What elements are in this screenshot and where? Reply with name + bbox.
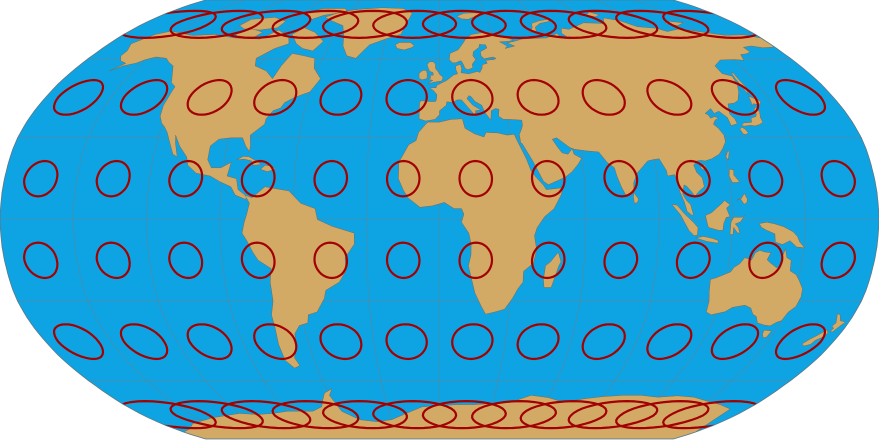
tissot-ellipse [271,9,360,40]
land-masses [108,7,846,439]
land-java [695,236,719,244]
tissot-ellipse [516,78,560,116]
land-philippines-mindanao [736,193,748,205]
land-taiwan [725,150,730,161]
tissot-ellipse [519,9,608,40]
tissot-ellipse [603,159,639,198]
tissot-ellipse [567,9,659,40]
land-sulawesi [729,215,745,235]
tissot-ellipse [186,323,233,361]
tissot-ellipse [519,399,608,430]
tissot-ellipse [313,241,349,280]
land-sumatra [671,204,699,236]
tissot-ellipse [530,241,566,280]
land-japan-main [741,106,764,127]
tissot-ellipse [53,323,105,361]
tissot-ellipse [471,399,558,430]
tissot-ellipse [119,323,169,361]
tissot-ellipse [516,323,560,361]
tissot-ellipse [421,9,507,40]
tissot-ellipse [662,399,762,430]
tissot-ellipse [662,9,762,40]
land-iceland [394,42,415,51]
tissot-ellipse [95,241,131,280]
tissot-ellipse [253,323,298,361]
tissot-ellipse [53,78,105,116]
tissot-ellipse [646,78,693,116]
tissot-ellipse [186,78,233,116]
tissot-ellipse [372,399,458,430]
tissot-ellipse [240,241,276,280]
tissot-ellipse [458,159,494,198]
tissot-ellipse [774,78,826,116]
land-eurasia [418,17,774,216]
tissot-ellipse [581,78,626,116]
land-philippines-luzon [728,168,740,183]
tissot-ellipse [471,9,558,40]
tissot-ellipse [530,159,566,198]
land-south-america [241,186,355,369]
tissot-ellipse [321,9,408,40]
tissot-ellipse [748,159,784,198]
tissot-ellipse [271,399,360,430]
land-new-zealand-north [829,313,846,333]
tissot-ellipse [675,159,711,198]
land-sri-lanka [633,192,639,204]
tissot-ellipse [119,78,169,116]
land-borneo [705,200,731,231]
tissot-ellipse [710,323,760,361]
tissot-ellipse [385,323,428,361]
land-great-britain [426,61,444,85]
tissot-indicatrices [22,9,857,430]
tissot-ellipse [319,78,363,116]
tissot-ellipse [168,241,204,280]
tissot-ellipse [774,323,826,361]
tissot-ellipse [385,78,428,116]
tissot-ellipse [710,78,760,116]
tissot-ellipse [451,323,494,361]
tissot-ellipse [319,323,363,361]
tissot-ellipse [385,159,421,198]
land-new-guinea [758,221,805,249]
land-japan-honshu [739,126,749,135]
tissot-ellipse [421,399,507,430]
land-tasmania [762,329,772,339]
land-cuba [236,156,262,166]
tissot-ellipse [615,399,710,430]
tissot-ellipse [321,399,408,430]
tissot-ellipse [95,159,131,198]
tissot-ellipse [646,323,693,361]
tissot-ellipse [240,159,276,198]
tissot-ellipse [385,241,421,280]
tissot-ellipse [820,241,857,280]
land-africa [398,118,564,315]
tissot-ellipse [168,159,204,198]
tissot-ellipse [748,241,784,280]
tissot-ellipse [458,241,494,280]
tissot-ellipse [820,159,857,198]
tissot-ellipse [581,323,626,361]
tissot-ellipse [313,159,349,198]
land-ireland [418,70,428,81]
tissot-ellipse [567,399,659,430]
tissot-ellipse [603,241,639,280]
land-north-america [108,29,321,200]
tissot-ellipse [675,241,711,280]
tissot-ellipse [22,159,59,198]
tissot-ellipse [615,9,710,40]
land-canadian-islands-2 [239,17,287,31]
tissot-ellipse [22,241,59,280]
tissot-ellipse [372,9,458,40]
land-baffin-island [291,27,324,52]
tissot-ellipse [451,78,494,116]
tissot-ellipse [253,78,298,116]
